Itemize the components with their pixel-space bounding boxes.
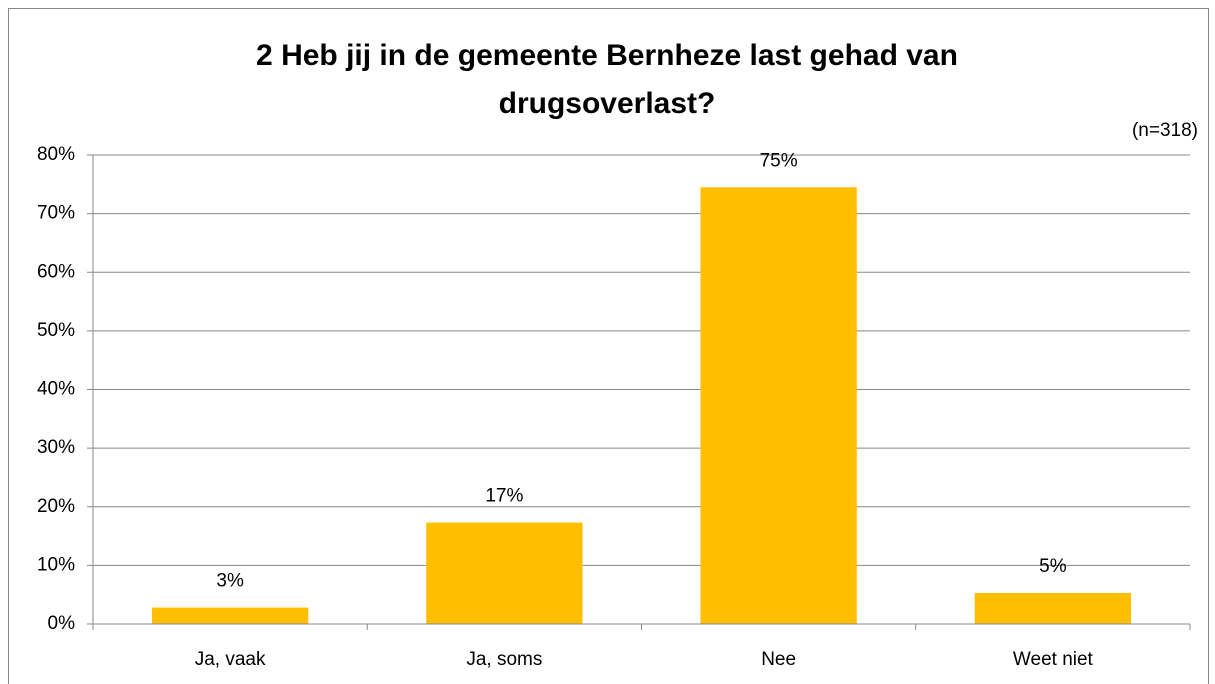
y-tick-label: 20% xyxy=(37,496,75,517)
x-tick-label: Nee xyxy=(761,649,796,670)
y-tick-label: 60% xyxy=(37,261,75,282)
bar xyxy=(974,592,1132,624)
data-label: 75% xyxy=(760,150,798,171)
bar xyxy=(151,607,309,624)
y-tick-label: 40% xyxy=(37,379,75,400)
chart-title: 2 Heb jij in de gemeente Bernheze last g… xyxy=(256,39,958,120)
y-tick-label: 50% xyxy=(37,320,75,341)
y-tick-label: 80% xyxy=(37,144,75,165)
data-label: 17% xyxy=(485,486,523,507)
bar xyxy=(700,187,857,624)
data-label: 3% xyxy=(216,571,244,592)
y-tick-label: 0% xyxy=(48,613,76,634)
x-tick-label: Ja, vaak xyxy=(195,649,266,670)
bar xyxy=(426,522,583,624)
chart-subtitle: (n=318) xyxy=(1132,120,1198,141)
data-label: 5% xyxy=(1039,556,1067,577)
x-tick-label: Weet niet xyxy=(1013,649,1094,670)
chart-border xyxy=(8,8,1209,684)
y-tick-label: 70% xyxy=(37,203,75,224)
x-tick-label: Ja, soms xyxy=(466,649,542,670)
y-tick-label: 10% xyxy=(37,554,75,575)
y-tick-label: 30% xyxy=(37,437,75,458)
